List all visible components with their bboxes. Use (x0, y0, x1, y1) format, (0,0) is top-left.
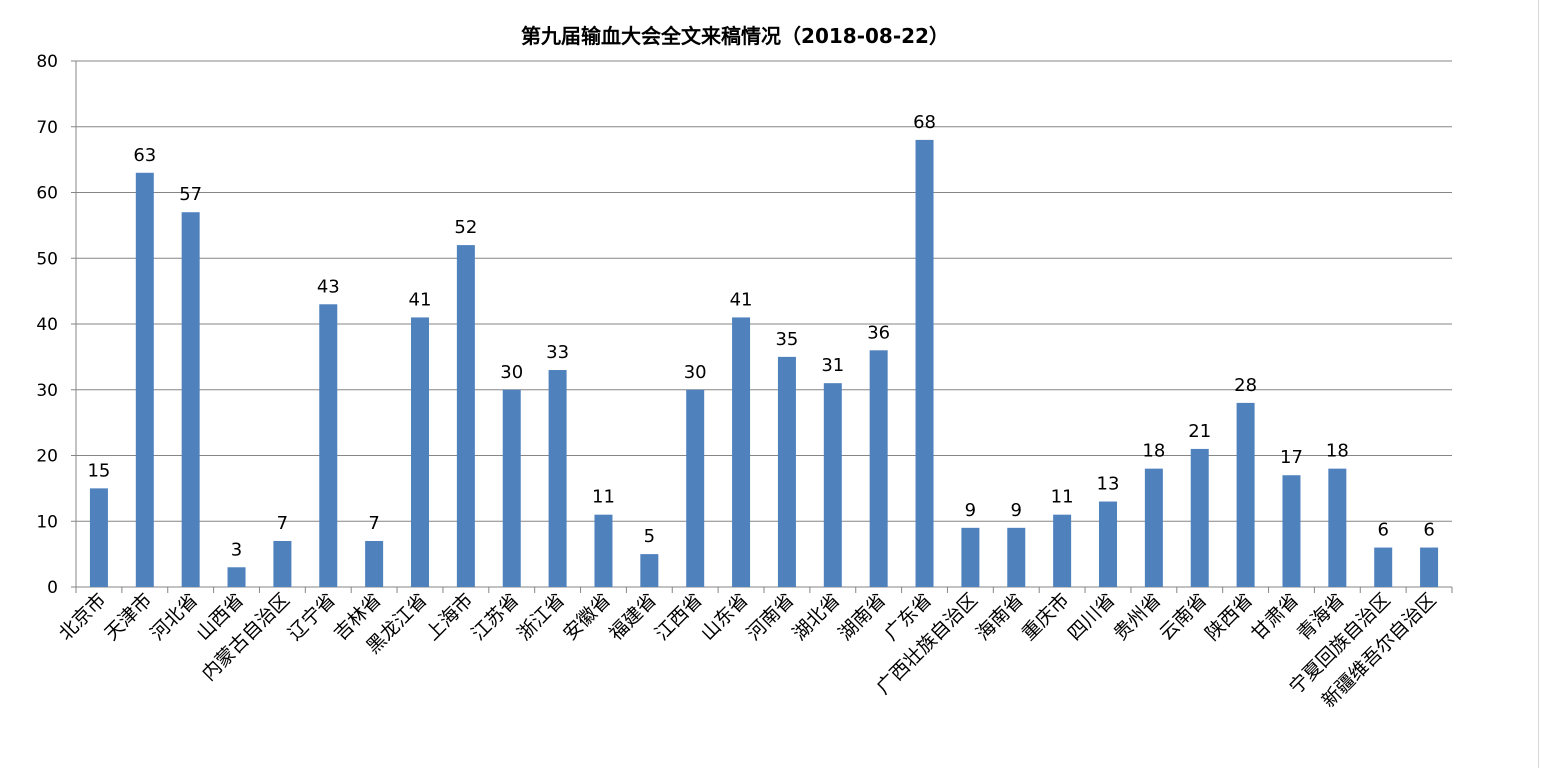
x-tick-label: 安徽省 (559, 589, 615, 645)
bar (1236, 402, 1255, 587)
bar (1053, 514, 1072, 587)
x-tick-label: 陕西省 (1201, 589, 1257, 645)
bar (456, 245, 475, 587)
data-label: 30 (684, 362, 707, 383)
x-tick-label: 重庆市 (1018, 589, 1074, 645)
bar (89, 488, 108, 587)
data-label: 11 (1051, 487, 1074, 508)
y-tick-label: 40 (36, 315, 58, 335)
data-label: 63 (133, 145, 156, 166)
x-tick-label: 河南省 (743, 589, 799, 645)
data-label: 7 (277, 513, 288, 534)
data-label: 3 (231, 539, 242, 560)
x-tick-label: 海南省 (972, 589, 1028, 645)
bar (1282, 475, 1301, 587)
data-label: 15 (87, 460, 110, 481)
x-tick-label: 天津市 (100, 589, 156, 645)
bar (135, 172, 154, 587)
data-label: 35 (775, 329, 798, 350)
x-tick-label: 河北省 (146, 589, 202, 645)
bar (1374, 547, 1393, 587)
data-label: 30 (500, 362, 523, 383)
bar (411, 317, 429, 587)
data-label: 31 (821, 355, 844, 376)
window-edge (1538, 0, 1539, 768)
bar (1420, 547, 1439, 587)
data-label: 41 (409, 289, 432, 310)
data-label: 9 (1011, 500, 1022, 521)
bar (273, 540, 292, 587)
bar (594, 514, 613, 587)
data-label: 9 (965, 500, 976, 521)
data-label: 18 (1142, 441, 1165, 462)
y-tick-label: 20 (36, 447, 58, 467)
data-label: 5 (644, 526, 655, 547)
y-tick-label: 50 (36, 249, 58, 269)
data-label: 6 (1423, 520, 1434, 541)
y-tick-label: 10 (36, 512, 58, 532)
x-tick-label: 甘肃省 (1247, 589, 1303, 645)
bar (502, 389, 521, 587)
data-label: 68 (913, 112, 936, 133)
data-label: 33 (546, 342, 569, 363)
x-tick-label: 福建省 (605, 589, 661, 645)
bar (181, 212, 200, 587)
x-tick-label: 江苏省 (467, 589, 523, 645)
bar (777, 356, 796, 587)
x-tick-label: 山东省 (697, 589, 753, 645)
bar (1007, 527, 1026, 587)
bar (640, 554, 659, 587)
x-tick-label: 四川省 (1064, 589, 1120, 645)
data-label: 41 (730, 289, 753, 310)
data-label: 17 (1280, 447, 1303, 468)
x-tick-label: 浙江省 (513, 589, 569, 645)
bar (869, 350, 888, 587)
bar (686, 389, 705, 587)
bar (365, 540, 384, 587)
data-label: 21 (1188, 421, 1211, 442)
data-label: 7 (368, 513, 379, 534)
bar (732, 317, 751, 587)
y-tick-label: 60 (36, 184, 58, 204)
bar (227, 567, 246, 587)
y-tick-label: 30 (36, 381, 58, 401)
y-tick-label: 0 (47, 578, 58, 598)
data-label: 6 (1377, 520, 1388, 541)
data-label: 11 (592, 487, 615, 508)
bar (548, 370, 567, 587)
data-label: 36 (867, 322, 890, 343)
bar (319, 304, 338, 587)
data-label: 52 (454, 217, 477, 238)
data-label: 57 (179, 184, 202, 205)
y-tick-label: 70 (36, 118, 58, 138)
data-label: 18 (1326, 441, 1349, 462)
x-tick-label: 云南省 (1155, 589, 1211, 645)
bar (823, 383, 842, 587)
data-label: 13 (1097, 474, 1120, 495)
x-tick-label: 辽宁省 (284, 589, 340, 645)
data-label: 43 (317, 276, 340, 297)
x-tick-label: 上海市 (422, 589, 478, 645)
bar (1328, 468, 1347, 587)
x-tick-label: 贵州省 (1110, 589, 1166, 645)
bar (915, 139, 934, 587)
x-tick-label: 江西省 (651, 589, 707, 645)
x-tick-label: 湖南省 (834, 589, 890, 645)
x-tick-label: 湖北省 (788, 589, 844, 645)
data-label: 28 (1234, 375, 1257, 396)
bar (1099, 501, 1117, 587)
x-tick-label: 北京市 (55, 589, 111, 645)
chart-title: 第九届输血大会全文来稿情况（2018-08-22） (521, 24, 949, 48)
y-tick-label: 80 (36, 52, 58, 72)
bar (1190, 448, 1209, 587)
bar (961, 527, 980, 587)
bar (1144, 468, 1163, 587)
